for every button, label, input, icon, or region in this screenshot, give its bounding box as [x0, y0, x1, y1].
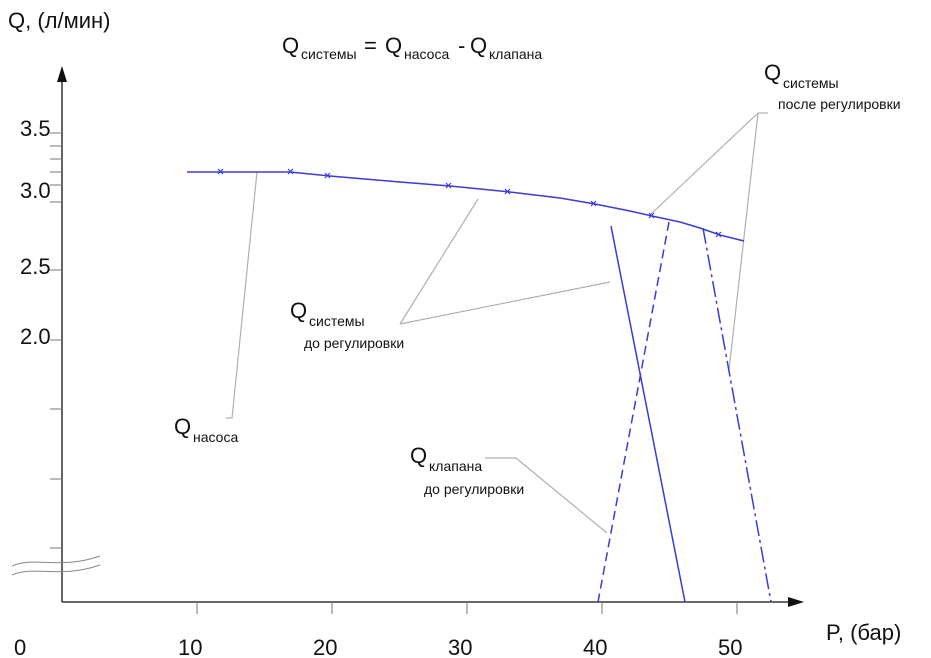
y-tick-label: 3.0 — [20, 178, 51, 203]
system-after-label: Q системы после регулировки — [764, 60, 901, 112]
sys-before-note: до регулировки — [304, 335, 404, 351]
system-before-label: Q системы до регулировки — [290, 298, 404, 351]
formula-q-system: Q — [282, 33, 299, 58]
y-axis-title: Q, (л/мин) — [8, 8, 111, 33]
curves — [187, 171, 772, 603]
formula-sub-valve: клапана — [489, 46, 542, 62]
x-axis-title: P, (бар) — [826, 620, 901, 645]
valve-q: Q — [410, 443, 427, 468]
valve-curve-after-dashdot — [702, 227, 772, 603]
y-axis-arrow — [57, 66, 67, 82]
x-minor-ticks — [196, 602, 738, 614]
leader-sys-after-a — [649, 112, 759, 216]
pump-q: Q — [174, 414, 191, 439]
leader-sys-before-a — [399, 198, 479, 325]
axes — [61, 78, 790, 603]
valve-sub: клапана — [429, 458, 482, 474]
axis-break-mark — [11, 555, 101, 576]
y-minor-ticks — [50, 132, 62, 549]
formula-equals: = — [364, 33, 377, 58]
sys-before-q: Q — [290, 298, 307, 323]
curve-markers — [217, 168, 722, 238]
leader-sys-before-b — [399, 281, 611, 325]
sys-after-q: Q — [764, 60, 781, 85]
valve-label: Q клапана до регулировки — [410, 443, 524, 497]
formula-sub-system: системы — [301, 46, 357, 62]
leader-pump — [226, 171, 258, 419]
origin-label: 0 — [14, 635, 26, 658]
pump-curve — [187, 171, 745, 242]
system-curve-after-dashed — [597, 221, 670, 603]
leader-valve — [485, 457, 608, 534]
sys-after-sub: системы — [783, 75, 839, 91]
pump-label: Q насоса — [174, 414, 238, 445]
valve-note: до регулировки — [424, 481, 524, 497]
leader-lines — [226, 112, 768, 534]
pump-sub: насоса — [193, 429, 238, 445]
sys-after-note: после регулировки — [778, 96, 901, 112]
valve-curve-before — [610, 225, 686, 603]
formula-sub-pump: насоса — [404, 46, 449, 62]
x-tick-label: 10 — [178, 635, 202, 658]
sys-before-sub: системы — [309, 313, 365, 329]
formula-q-valve: Q — [470, 33, 487, 58]
formula-minus: - — [458, 33, 465, 58]
y-tick-label: 3.5 — [20, 116, 51, 141]
formula: Q системы = Q насоса - Q клапана — [282, 33, 542, 62]
x-tick-label: 40 — [583, 635, 607, 658]
x-tick-label: 30 — [448, 635, 472, 658]
y-tick-label: 2.0 — [20, 324, 51, 349]
y-tick-label: 2.5 — [20, 254, 51, 279]
x-axis-arrow — [788, 597, 804, 607]
x-tick-label: 20 — [313, 635, 337, 658]
formula-q-pump: Q — [385, 33, 402, 58]
x-tick-label: 50 — [718, 635, 742, 658]
